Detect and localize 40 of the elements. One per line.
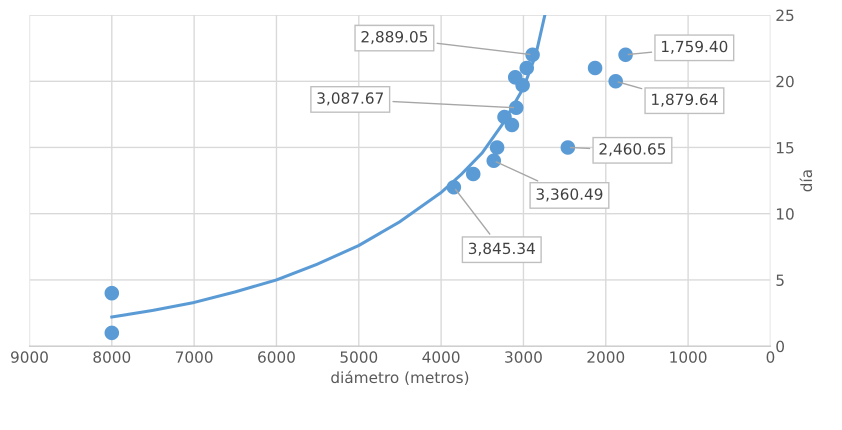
- point: [525, 48, 540, 62]
- x-tick-label: 4000: [422, 351, 460, 363]
- y-tick-label: 25: [776, 10, 794, 22]
- annotation: 1,759.40: [662, 40, 728, 54]
- point: [466, 166, 481, 182]
- point: [508, 70, 522, 85]
- x-axis-title: diámetro (metros): [331, 370, 468, 385]
- point: [446, 180, 462, 195]
- annotation: 2,889.05: [361, 30, 428, 44]
- x-tick-label: 3000: [505, 351, 542, 363]
- point: [104, 286, 120, 300]
- x-tick-label: 0: [766, 351, 774, 363]
- x-tick-label: 9000: [10, 351, 48, 363]
- x-tick-label: 2000: [587, 351, 624, 363]
- annotation: 3,087.67: [317, 92, 383, 106]
- annotation: 1,879.64: [652, 94, 718, 107]
- annotation: 3,360.49: [536, 188, 602, 202]
- point: [497, 110, 512, 124]
- point: [608, 74, 623, 89]
- x-tick-label: 5000: [340, 351, 378, 363]
- y-tick-label: 10: [776, 208, 794, 220]
- annotation: 3,845.34: [468, 242, 535, 256]
- point: [519, 60, 534, 76]
- y-tick-label: 5: [776, 274, 784, 286]
- point: [486, 153, 502, 168]
- point: [560, 140, 576, 155]
- x-tick-label: 7000: [176, 351, 213, 363]
- annotation: 2,460.65: [600, 143, 666, 156]
- point: [618, 48, 633, 62]
- y-tick-label: 20: [776, 76, 794, 88]
- point: [104, 326, 120, 340]
- point: [508, 100, 524, 116]
- point: [490, 140, 504, 155]
- x-tick-label: 1000: [670, 351, 707, 363]
- y-tick-label: 15: [776, 142, 794, 154]
- x-tick-label: 6000: [258, 351, 295, 363]
- x-tick-label: 8000: [93, 351, 130, 363]
- y-axis-title: día: [800, 170, 812, 192]
- y-tick-label: 0: [776, 340, 784, 352]
- point: [588, 60, 602, 76]
